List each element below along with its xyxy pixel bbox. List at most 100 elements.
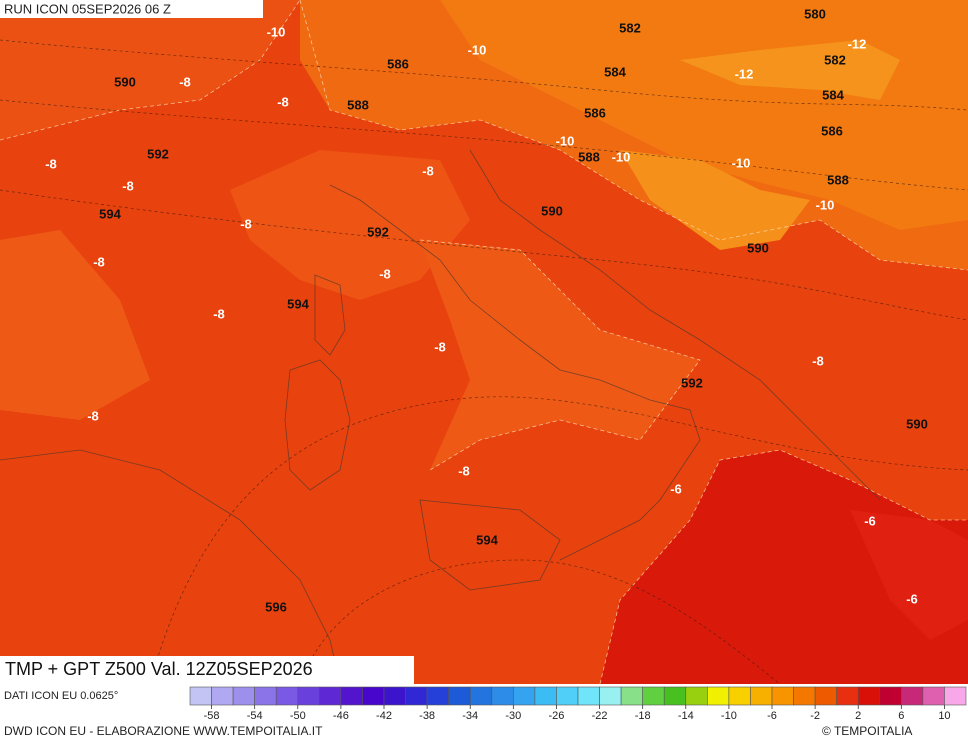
colorbar-swatch — [211, 686, 234, 706]
colorbar-swatch — [297, 686, 320, 706]
colorbar-label: -10 — [721, 710, 737, 722]
coastline — [0, 449, 341, 685]
colorbar-swatch — [620, 686, 643, 706]
colorbar-label: -18 — [635, 710, 651, 722]
tmp-contour-label: -10 — [468, 42, 487, 57]
gpt-contour-label: 596 — [265, 599, 287, 614]
title-box — [0, 656, 414, 684]
colorbar-swatch — [771, 686, 794, 706]
colorbar-label: -38 — [419, 710, 435, 722]
colorbar-label: -2 — [810, 710, 820, 722]
temp-region — [230, 150, 470, 300]
gpt-contour-label: 588 — [578, 149, 600, 164]
isotherm — [299, 0, 968, 271]
run-label: RUN ICON 05SEP2026 06 Z — [4, 1, 171, 16]
gpt-contour-label: 592 — [147, 146, 169, 161]
colorbar-swatch — [750, 686, 773, 706]
tmp-contour-label: -10 — [612, 149, 631, 164]
colorbar-swatch — [922, 686, 945, 706]
data-source: DATI ICON EU 0.0625° — [4, 690, 118, 702]
tmp-contour-label: -12 — [848, 36, 867, 51]
gpt-contour-label: 588 — [827, 172, 849, 187]
island — [314, 274, 346, 356]
temp-region — [850, 510, 968, 640]
coastline — [329, 184, 701, 561]
gpt-contour-label: 588 — [347, 97, 369, 112]
gpt-contour-label: 590 — [747, 240, 769, 255]
temp-region — [620, 150, 810, 250]
run-box — [0, 0, 263, 18]
tmp-contour-label: -6 — [864, 513, 876, 528]
colorbar-label: -30 — [505, 710, 521, 722]
gpt-contour-label: 594 — [287, 296, 309, 311]
tmp-contour-label: -10 — [732, 155, 751, 170]
isohypse — [0, 39, 968, 111]
colorbar-swatch — [814, 686, 837, 706]
tmp-contour-label: -8 — [422, 163, 434, 178]
gpt-contour-label: 592 — [681, 375, 703, 390]
tmp-contour-label: -6 — [670, 481, 682, 496]
colorbar-label: 10 — [938, 710, 950, 722]
colorbar-label: -14 — [678, 710, 694, 722]
colorbar-label: -58 — [204, 710, 220, 722]
gpt-contour-label: 592 — [367, 224, 389, 239]
gpt-contour-label: 584 — [604, 64, 626, 79]
colorbar-swatch — [793, 686, 816, 706]
isohypse — [0, 189, 968, 321]
gpt-contour-label: 594 — [476, 532, 498, 547]
colorbar-swatch — [513, 686, 536, 706]
tmp-contour-label: -8 — [45, 156, 57, 171]
colorbar-swatch — [405, 686, 428, 706]
colorbar-swatch — [448, 686, 471, 706]
credit: DWD ICON EU - ELABORAZIONE WWW.TEMPOITAL… — [4, 724, 323, 738]
tmp-contour-label: -6 — [906, 591, 918, 606]
colorbar-label: -42 — [376, 710, 392, 722]
tmp-contour-label: -8 — [213, 306, 225, 321]
tmp-contour-label: -8 — [93, 254, 105, 269]
tmp-contour-label: -8 — [122, 178, 134, 193]
colorbar-swatch — [836, 686, 859, 706]
tmp-contour-label: -8 — [87, 408, 99, 423]
gpt-contour-label: 594 — [99, 206, 121, 221]
colorbar-swatch — [340, 686, 363, 706]
colorbar-swatch — [319, 686, 342, 706]
colorbar-swatch — [728, 686, 751, 706]
colorbar-swatch — [534, 686, 557, 706]
coastline — [469, 149, 881, 501]
temp-region — [600, 450, 968, 684]
tmp-contour-label: -8 — [458, 463, 470, 478]
colorbar-swatch — [556, 686, 579, 706]
tmp-contour-label: -8 — [379, 266, 391, 281]
colorbar-swatch — [232, 686, 255, 706]
island — [419, 499, 561, 591]
colorbar-label: -6 — [767, 710, 777, 722]
tmp-contour-label: -8 — [434, 339, 446, 354]
colorbar-swatch — [707, 686, 730, 706]
colorbar-swatch — [491, 686, 514, 706]
colorbar-swatch — [901, 686, 924, 706]
colorbar: -58 -54 -50 -46 -42 -38 -34 -30 -26 -22 -18 -14 -10-… — [189, 686, 967, 722]
colorbar-swatch — [362, 686, 385, 706]
colorbar-label: -46 — [333, 710, 349, 722]
isotherm — [599, 449, 968, 685]
tmp-contour-label: -8 — [179, 74, 191, 89]
colorbar-label: -34 — [462, 710, 478, 722]
isotherm — [0, 0, 301, 141]
colorbar-swatch — [857, 686, 881, 706]
island — [284, 359, 351, 491]
colorbar-swatch — [189, 686, 212, 706]
tmp-contour-label: -12 — [735, 66, 754, 81]
tmp-contour-label: -10 — [816, 197, 835, 212]
colorbar-swatch — [663, 686, 687, 706]
tmp-contour-label: -8 — [240, 216, 252, 231]
tmp-contour-label: -10 — [556, 133, 575, 148]
gpt-contour-label: 586 — [584, 105, 606, 120]
colorbar-swatch — [642, 686, 665, 706]
gpt-contour-label: 586 — [821, 123, 843, 138]
gpt-contour-label: 584 — [822, 87, 844, 102]
colorbar-swatch — [599, 686, 622, 706]
colorbar-label: 6 — [898, 710, 904, 722]
colorbar-label: -22 — [592, 710, 608, 722]
